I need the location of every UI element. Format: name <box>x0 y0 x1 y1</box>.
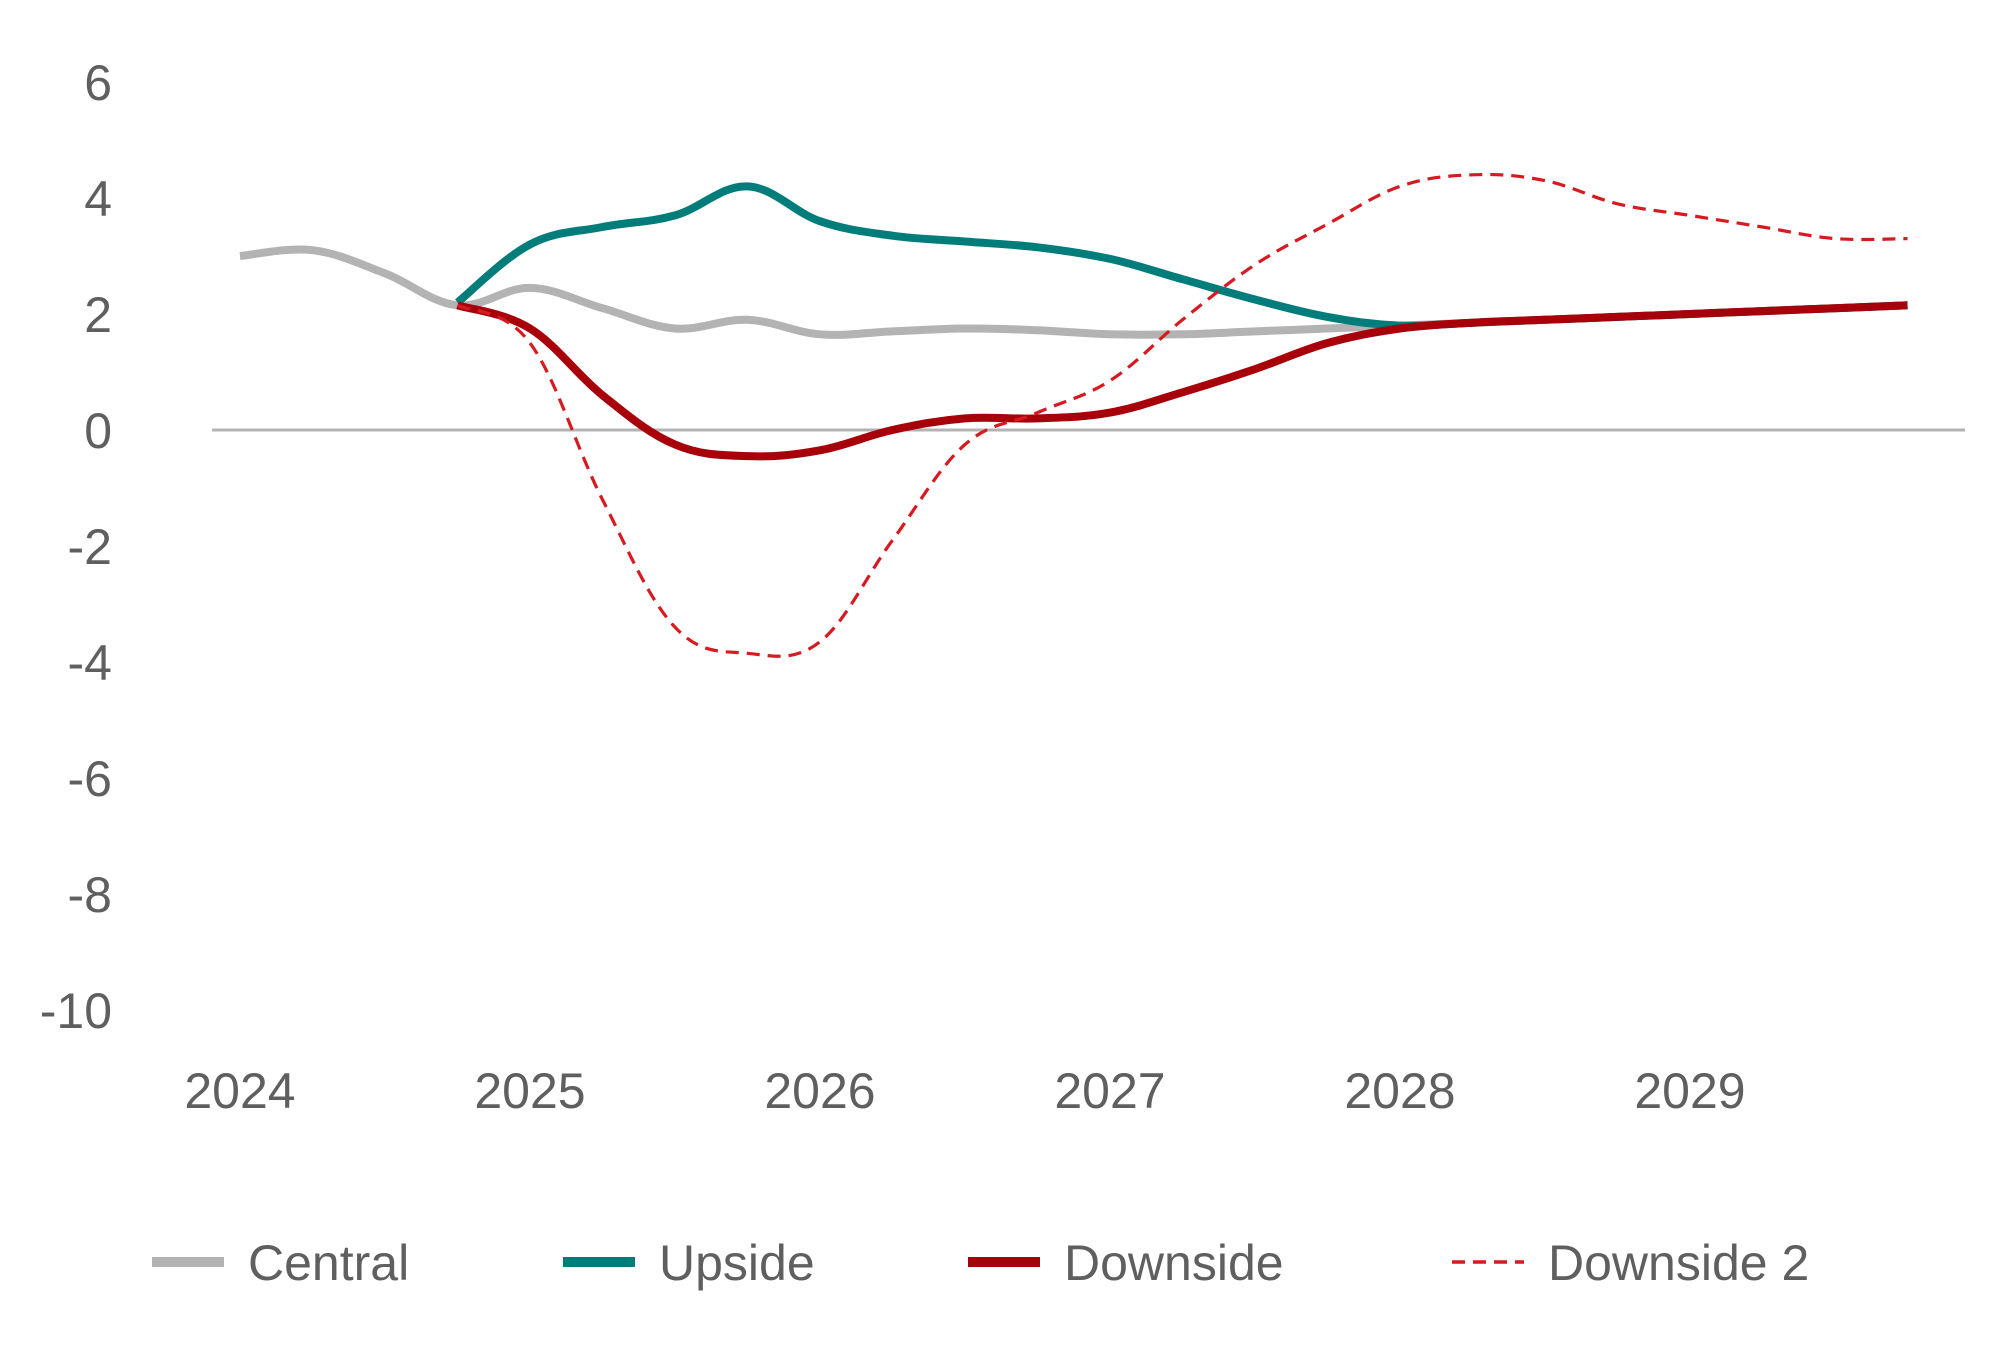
x-tick-label: 2028 <box>1344 1063 1455 1119</box>
y-tick-label: -10 <box>40 983 112 1039</box>
legend: Central Upside Downside Downside 2 <box>152 1235 1809 1291</box>
x-tick-label: 2025 <box>474 1063 585 1119</box>
series-line-downside <box>456 301 1908 461</box>
x-axis-tick-labels: 2024 2025 2026 2027 2028 2029 <box>184 1063 1745 1119</box>
y-axis-tick-labels: 6 4 2 0 -2 -4 -6 -8 -10 <box>40 55 112 1039</box>
series-line-downside-2 <box>456 172 1908 658</box>
y-tick-label: 4 <box>84 171 112 227</box>
x-tick-label: 2026 <box>764 1063 875 1119</box>
y-tick-label: -2 <box>68 519 112 575</box>
x-tick-label: 2029 <box>1634 1063 1745 1119</box>
series-line-central <box>239 245 1908 339</box>
y-tick-label: -6 <box>68 751 112 807</box>
y-tick-label: 6 <box>84 55 112 111</box>
series-lines <box>239 172 1908 658</box>
legend-label-central: Central <box>248 1235 409 1291</box>
legend-label-upside: Upside <box>659 1235 815 1291</box>
y-tick-label: -8 <box>68 867 112 923</box>
legend-label-downside-2: Downside 2 <box>1548 1235 1809 1291</box>
x-tick-label: 2027 <box>1054 1063 1165 1119</box>
y-tick-label: -4 <box>68 635 112 691</box>
series-line-upside <box>454 182 1908 330</box>
y-tick-label: 0 <box>84 403 112 459</box>
x-tick-label: 2024 <box>184 1063 295 1119</box>
legend-label-downside: Downside <box>1064 1235 1284 1291</box>
y-tick-label: 2 <box>84 287 112 343</box>
